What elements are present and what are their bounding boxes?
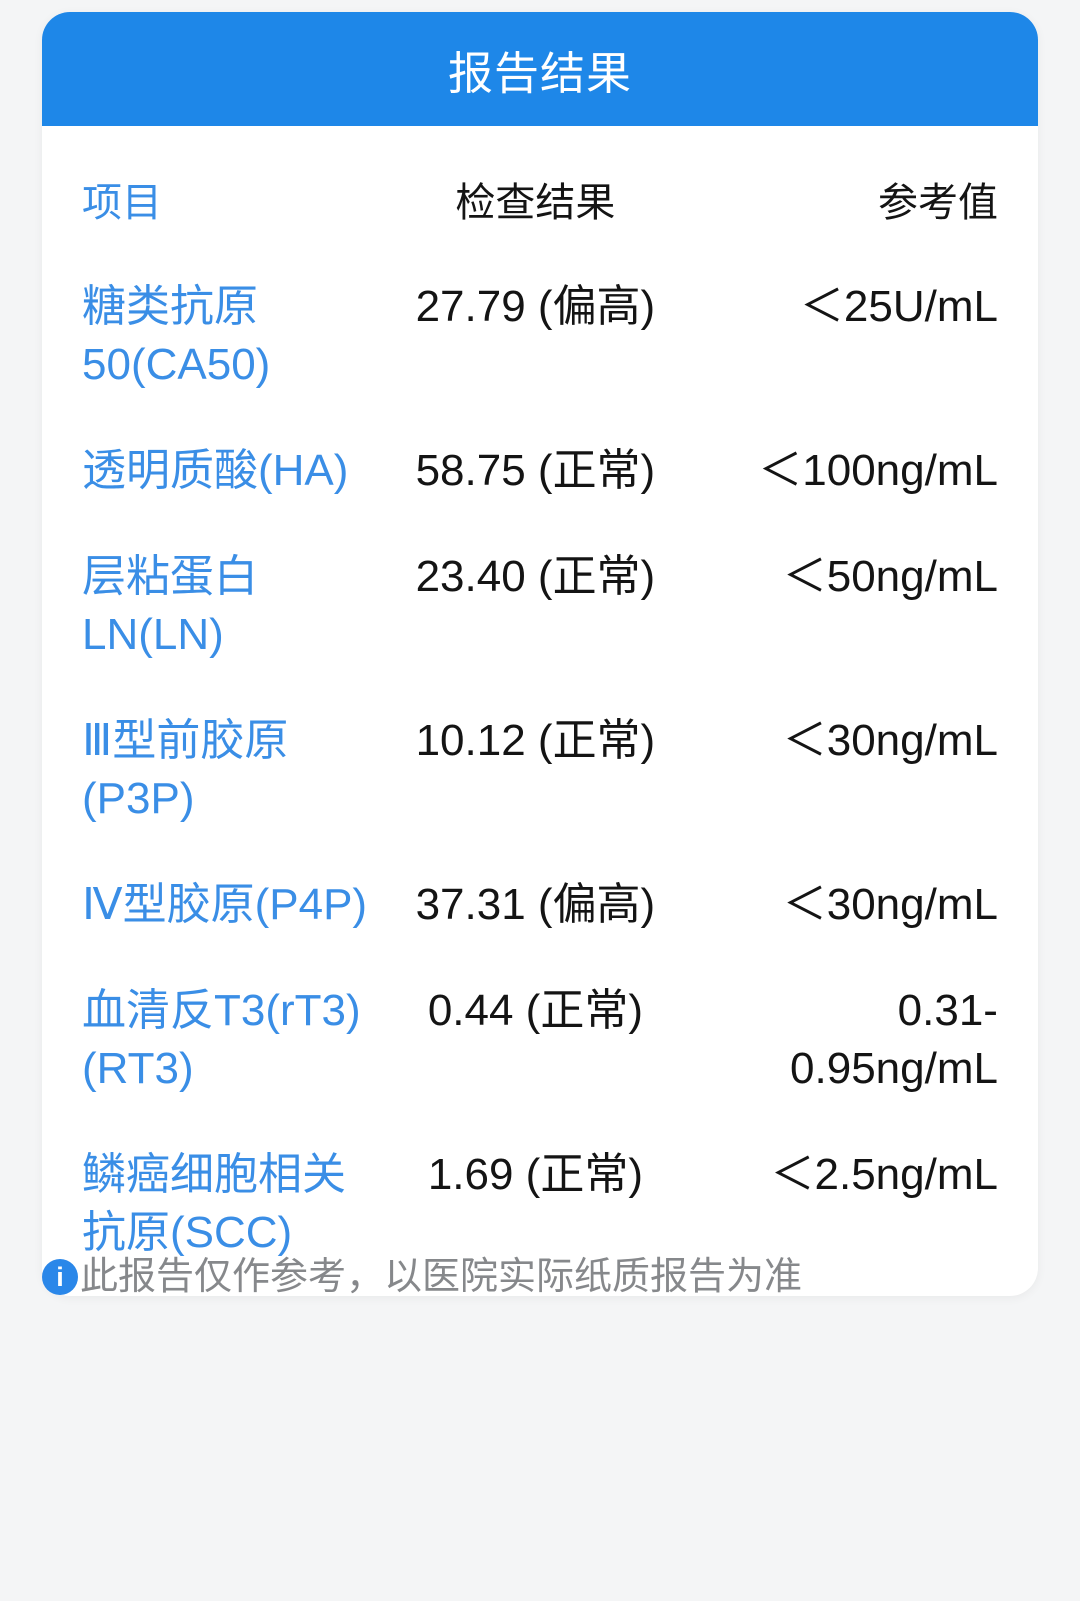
reference-line: ＜30ng/mL: [782, 880, 998, 929]
item-name-link[interactable]: Ⅲ型前胶原 (P3P): [82, 712, 384, 828]
info-icon: i: [42, 1259, 78, 1295]
table-row: 血清反T3(rT3) (RT3) 0.44 (正常) 0.31- 0.95ng/…: [82, 982, 998, 1098]
column-header-reference: 参考值: [877, 181, 998, 225]
reference-value: ＜30ng/mL: [687, 712, 998, 770]
table-row: 糖类抗原 50(CA50) 27.79 (偏高) ＜25U/mL: [82, 278, 998, 394]
reference-value: 0.31- 0.95ng/mL: [687, 982, 998, 1098]
item-name-line: 糖类抗原: [82, 282, 258, 331]
item-name-line: Ⅲ型前胶原: [82, 716, 289, 765]
disclaimer-note: i 此报告仅作参考，以医院实际纸质报告为准: [42, 1254, 1038, 1300]
item-name-line: (RT3): [82, 1044, 194, 1093]
item-name-link[interactable]: 透明质酸(HA): [82, 442, 384, 500]
reference-line: ＜50ng/mL: [782, 552, 998, 601]
table-row: 透明质酸(HA) 58.75 (正常) ＜100ng/mL: [82, 442, 998, 500]
result-value: 23.40 (正常): [415, 552, 656, 601]
item-name-line: 抗原(SCC): [82, 1208, 293, 1257]
item-name-line: 鳞癌细胞相关: [82, 1150, 346, 1199]
result-value: 27.79 (偏高): [415, 282, 656, 331]
report-header: 报告结果: [42, 12, 1038, 126]
reference-value: ＜25U/mL: [687, 278, 998, 336]
reference-value: ＜50ng/mL: [687, 548, 998, 606]
item-name-line: 层粘蛋白: [82, 552, 258, 601]
report-card: 报告结果 项目 检查结果 参考值 糖类抗原 50(CA50) 27.79 (偏高…: [42, 12, 1038, 1296]
reference-value: ＜2.5ng/mL: [687, 1146, 998, 1204]
result-value: 1.69 (正常): [427, 1150, 643, 1199]
result-value: 10.12 (正常): [415, 716, 656, 765]
result-value: 0.44 (正常): [427, 986, 643, 1035]
reference-line: 0.31-: [897, 986, 998, 1035]
table-header-row: 项目 检查结果 参考值: [82, 180, 998, 226]
reference-value: ＜30ng/mL: [687, 876, 998, 934]
table-row: Ⅳ型胶原(P4P) 37.31 (偏高) ＜30ng/mL: [82, 876, 998, 934]
reference-line: ＜25U/mL: [799, 282, 998, 331]
reference-value: ＜100ng/mL: [687, 442, 998, 500]
column-header-result: 检查结果: [455, 181, 616, 225]
result-value: 58.75 (正常): [415, 446, 656, 495]
table-row: 鳞癌细胞相关 抗原(SCC) 1.69 (正常) ＜2.5ng/mL: [82, 1146, 998, 1262]
item-name-link[interactable]: 层粘蛋白 LN(LN): [82, 548, 384, 664]
item-name-link[interactable]: 糖类抗原 50(CA50): [82, 278, 384, 394]
reference-line: ＜100ng/mL: [758, 446, 998, 495]
disclaimer-text: 此报告仅作参考，以医院实际纸质报告为准: [80, 1256, 803, 1298]
item-name-line: (P3P): [82, 774, 195, 823]
item-name-line: 透明质酸(HA): [82, 446, 349, 495]
reference-line: ＜2.5ng/mL: [770, 1150, 998, 1199]
table-row: Ⅲ型前胶原 (P3P) 10.12 (正常) ＜30ng/mL: [82, 712, 998, 828]
item-name-link[interactable]: 鳞癌细胞相关 抗原(SCC): [82, 1146, 384, 1262]
item-name-line: Ⅳ型胶原(P4P): [82, 880, 368, 929]
column-header-item: 项目: [82, 181, 162, 225]
reference-line: 0.95ng/mL: [790, 1044, 998, 1093]
item-name-line: 50(CA50): [82, 340, 271, 389]
table-row: 层粘蛋白 LN(LN) 23.40 (正常) ＜50ng/mL: [82, 548, 998, 664]
item-name-link[interactable]: Ⅳ型胶原(P4P): [82, 876, 384, 934]
item-name-line: 血清反T3(rT3): [82, 986, 361, 1035]
result-value: 37.31 (偏高): [415, 880, 656, 929]
page-title: 报告结果: [447, 47, 632, 99]
item-name-line: LN(LN): [82, 610, 224, 659]
results-table: 项目 检查结果 参考值 糖类抗原 50(CA50) 27.79 (偏高) ＜25…: [42, 126, 1038, 1296]
reference-line: ＜30ng/mL: [782, 716, 998, 765]
item-name-link[interactable]: 血清反T3(rT3) (RT3): [82, 982, 384, 1098]
